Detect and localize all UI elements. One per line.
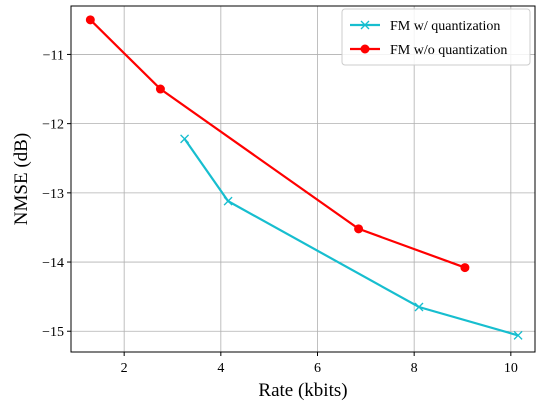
legend-entry: FM w/o quantization (350, 43, 507, 58)
series-layer (85, 15, 523, 340)
data-point (354, 224, 364, 234)
series-1 (180, 134, 523, 340)
data-point (513, 330, 523, 340)
x-tick-label: 6 (314, 361, 321, 376)
ticks: 2 4 6 8 10 −11 −12 −13 −14 −15 (42, 48, 518, 376)
data-point (155, 84, 165, 94)
data-point (460, 263, 470, 273)
data-point (85, 15, 95, 25)
y-tick-label: −13 (42, 187, 64, 202)
plot-frame (70, 5, 536, 353)
y-axis-label: NMSE (dB) (11, 133, 32, 225)
x-tick-label: 8 (411, 361, 418, 376)
series-line (183, 138, 519, 337)
x-tick-label: 4 (217, 361, 224, 376)
legend-marker (360, 44, 370, 54)
legend-marker (360, 20, 370, 30)
legend-entry: FM w/ quantization (350, 19, 500, 34)
x-tick-label: 2 (121, 361, 128, 376)
series-line (89, 19, 466, 269)
data-point (180, 134, 190, 144)
y-tick-label: −14 (42, 256, 64, 271)
y-tick-label: −15 (42, 325, 64, 340)
x-axis-label: Rate (kbits) (258, 380, 347, 401)
grid (71, 6, 535, 352)
x-tick-label: 10 (504, 361, 518, 376)
legend-label: FM w/o quantization (390, 43, 507, 58)
legend-box (341, 8, 531, 66)
data-point (223, 196, 233, 206)
y-tick-label: −12 (42, 118, 64, 133)
series-2 (85, 15, 470, 273)
data-point (414, 302, 424, 312)
legend-label: FM w/ quantization (390, 19, 500, 34)
y-tick-label: −11 (43, 48, 64, 63)
legend: FM w/ quantization FM w/o quantization (341, 8, 531, 66)
